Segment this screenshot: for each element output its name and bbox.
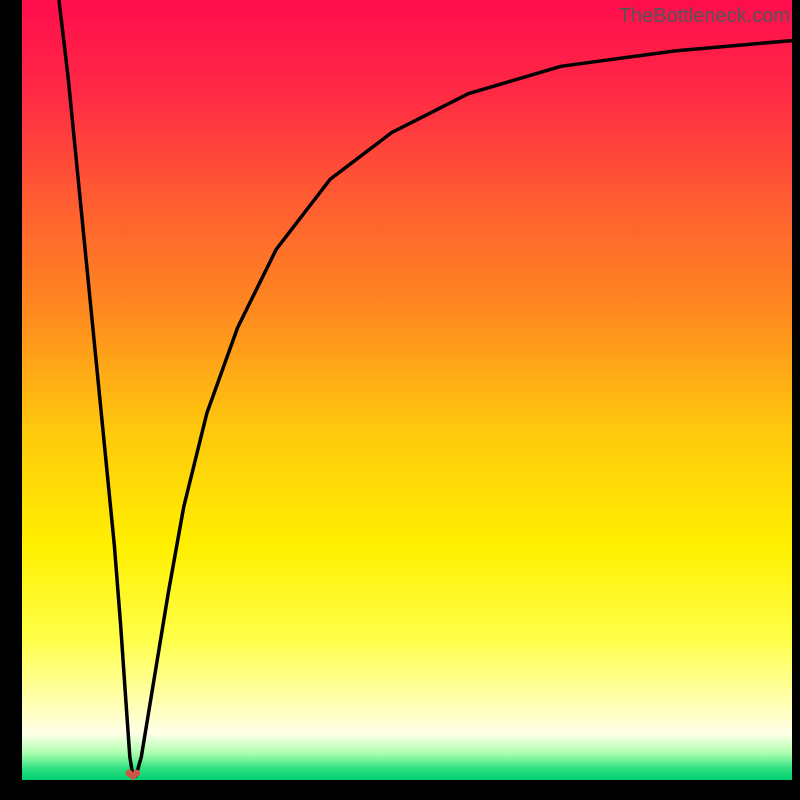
chart-container: ❤ TheBottleneck.com [0, 0, 800, 800]
optimal-marker-icon: ❤ [124, 764, 141, 789]
gradient-background [22, 0, 792, 780]
plot-area: ❤ [22, 0, 792, 780]
watermark-label: TheBottleneck.com [619, 5, 790, 28]
